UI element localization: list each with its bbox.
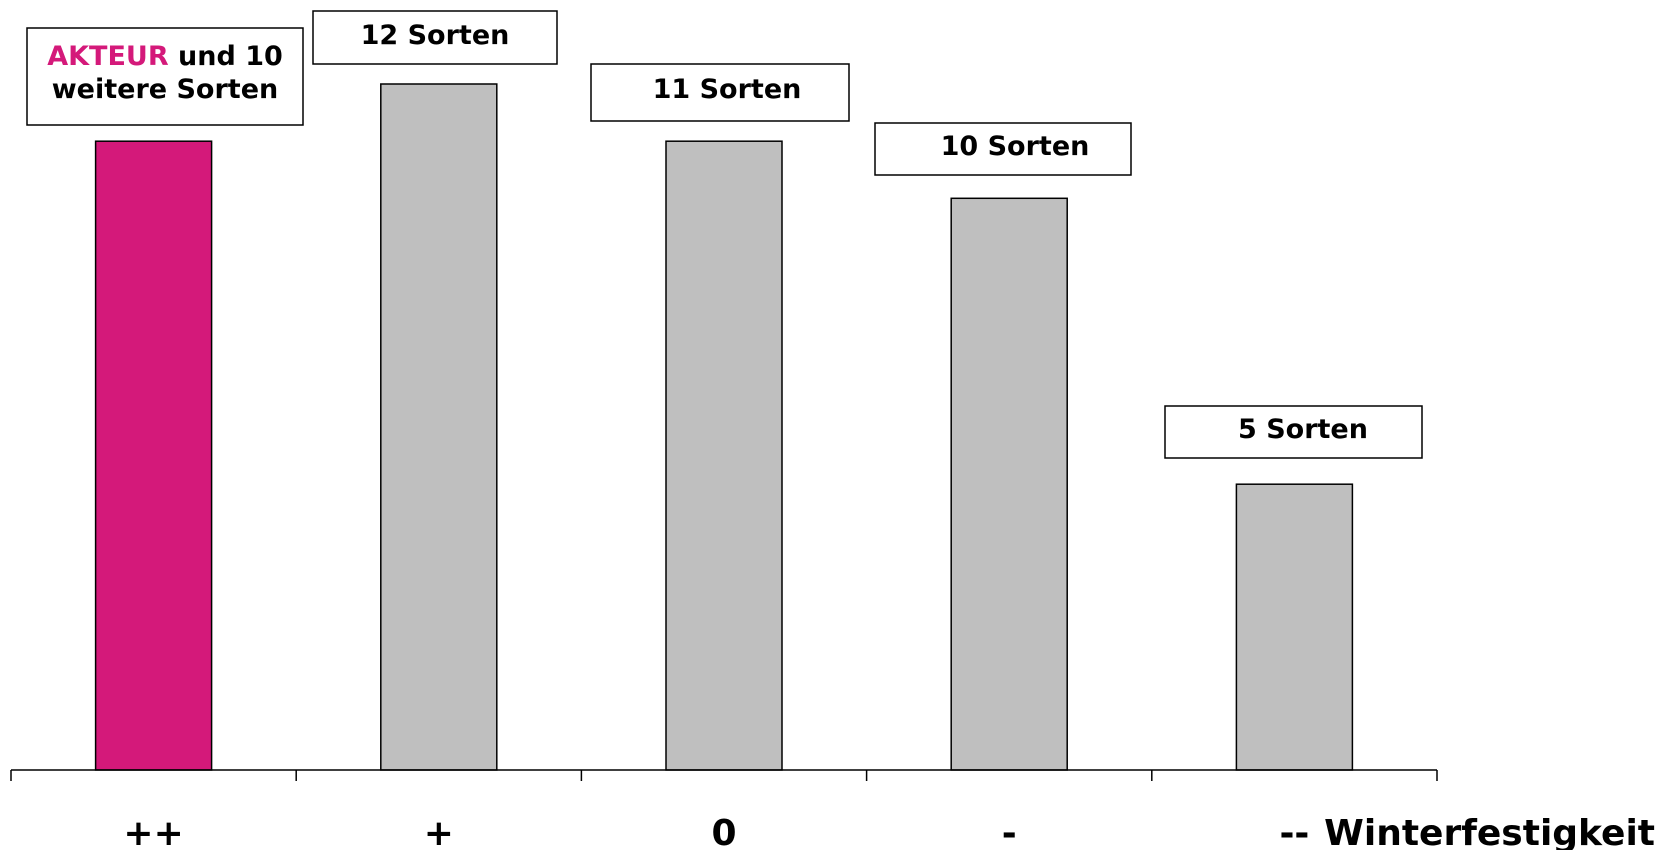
x-tick-label-zero: 0 <box>711 813 736 850</box>
annotation-box-zero <box>590 63 850 122</box>
annotation-label-minus: 10 Sorten <box>941 131 1090 162</box>
bar-zero <box>665 140 783 771</box>
bar-plus <box>380 83 498 771</box>
bar-minus <box>950 197 1068 771</box>
annotation-boxes-group: AKTEUR und 10 weitere Sorten 12 Sorten 1… <box>26 10 1423 459</box>
bar-plusplus <box>94 140 213 771</box>
x-tick-label-minusminus: -- <box>1279 813 1309 850</box>
x-axis-category-labels: ++ +0- -- <box>123 813 1309 850</box>
x-axis-ticks <box>10 770 1438 781</box>
annotation-label-plus: 12 Sorten <box>361 20 510 51</box>
bar-minusminus <box>1235 483 1354 771</box>
annotation-label-doubleminus: 5 Sorten <box>1238 414 1368 445</box>
x-tick-label-minus: - <box>1002 813 1017 850</box>
annotation-akteur-rest: und 10 <box>169 41 283 72</box>
annotation-akteur-line1: AKTEUR und 10 <box>47 41 283 72</box>
annotation-box-doubleminus <box>1164 405 1423 459</box>
annotation-box-akteur <box>26 27 304 126</box>
x-tick-label-plusplus: ++ <box>123 813 183 850</box>
annotation-box-minus <box>874 122 1132 176</box>
annotation-akteur-highlight: AKTEUR <box>47 41 169 72</box>
x-axis-title: Winterfestigkeit <box>1324 813 1655 850</box>
annotation-label-zero: 11 Sorten <box>653 74 802 105</box>
x-tick-label-plus: + <box>424 813 454 850</box>
annotation-akteur-line2: weitere Sorten <box>52 74 279 105</box>
annotation-box-plus <box>312 10 558 65</box>
bars-group <box>94 83 1354 771</box>
